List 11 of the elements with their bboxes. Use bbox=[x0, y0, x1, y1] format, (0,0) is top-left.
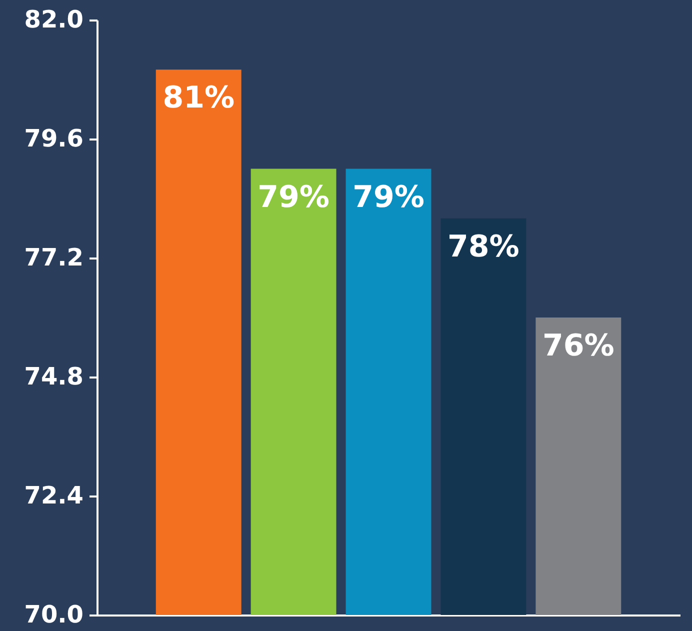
data-label: 79% bbox=[352, 180, 424, 215]
y-tick-label: 82.0 bbox=[24, 6, 84, 34]
y-tick-label: 74.8 bbox=[24, 362, 84, 390]
y-tick-label: 77.2 bbox=[24, 244, 84, 272]
data-label: 76% bbox=[542, 328, 614, 364]
data-label: 81% bbox=[162, 80, 235, 116]
y-tick-label: 70.0 bbox=[24, 600, 84, 628]
y-tick-label: 72.4 bbox=[24, 482, 84, 510]
data-label: 78% bbox=[448, 229, 520, 264]
data-label: 79% bbox=[258, 180, 330, 215]
y-tick-label: 79.6 bbox=[24, 124, 84, 152]
